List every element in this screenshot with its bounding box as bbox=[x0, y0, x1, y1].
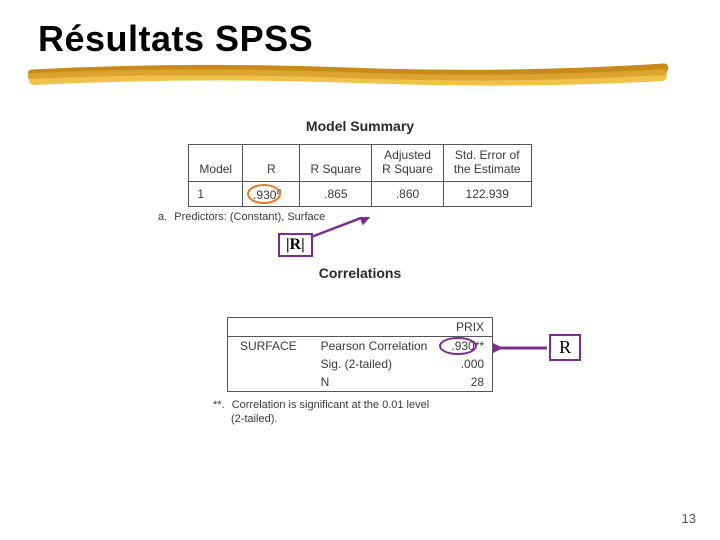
ms-footnote-prefix: a. bbox=[158, 211, 167, 223]
ms-val-model: 1 bbox=[189, 181, 243, 206]
page-number: 13 bbox=[682, 511, 696, 526]
model-summary-title: Model Summary bbox=[38, 118, 682, 134]
ms-footnote-text: Predictors: (Constant), Surface bbox=[174, 211, 325, 223]
r-abs-label: |R| bbox=[278, 233, 313, 257]
ms-col-rsquare: R Square bbox=[300, 145, 372, 182]
ms-col-r: R bbox=[243, 145, 300, 182]
correlations-title: Correlations bbox=[38, 265, 682, 281]
ms-val-r-text: .930 bbox=[253, 188, 276, 202]
correlations-table: PRIX SURFACE Pearson Correlation .930** … bbox=[227, 317, 493, 392]
r-label: R bbox=[549, 334, 581, 361]
model-summary-table: Model R R Square Adjusted R Square Std. … bbox=[188, 144, 531, 207]
correlations-table-wrap: PRIX SURFACE Pearson Correlation .930** … bbox=[38, 317, 682, 392]
ms-val-adj: .860 bbox=[372, 181, 444, 206]
corr-pearson-value: .930** bbox=[439, 336, 492, 355]
ms-col-stderr: Std. Error of the Estimate bbox=[443, 145, 531, 182]
r-arrow-icon bbox=[493, 338, 549, 358]
slide-title: Résultats SPSS bbox=[38, 18, 682, 60]
decorative-brush bbox=[28, 62, 668, 90]
corr-n-value: 28 bbox=[439, 373, 492, 392]
ms-col-model: Model bbox=[189, 145, 243, 182]
corr-highlight-circle-icon bbox=[439, 337, 477, 355]
model-summary-footnote: a. Predictors: (Constant), Surface |R| bbox=[158, 211, 682, 223]
corr-footnote-line2: (2-tailed). bbox=[231, 413, 277, 425]
model-summary-table-wrap: Model R R Square Adjusted R Square Std. … bbox=[38, 144, 682, 207]
ms-col-adj: Adjusted R Square bbox=[372, 145, 444, 182]
ms-val-stderr: 122.939 bbox=[443, 181, 531, 206]
corr-pearson-label: Pearson Correlation bbox=[309, 336, 440, 355]
ms-val-rsquare: .865 bbox=[300, 181, 372, 206]
ms-val-r: .930a bbox=[243, 181, 300, 206]
corr-footnote-prefix: **. bbox=[213, 399, 225, 411]
corr-sig-value: .000 bbox=[439, 355, 492, 373]
corr-sig-label: Sig. (2-tailed) bbox=[309, 355, 440, 373]
correlations-footnote: **. Correlation is significant at the 0.… bbox=[213, 398, 682, 427]
corr-row-var: SURFACE bbox=[227, 336, 308, 391]
r-annotation: R bbox=[493, 333, 583, 363]
corr-n-label: N bbox=[309, 373, 440, 392]
corr-col-prix: PRIX bbox=[439, 317, 492, 336]
brush-stroke-icon bbox=[28, 62, 668, 88]
corr-footnote-line1: Correlation is significant at the 0.01 l… bbox=[232, 399, 430, 411]
ms-val-r-sup: a bbox=[276, 186, 281, 196]
